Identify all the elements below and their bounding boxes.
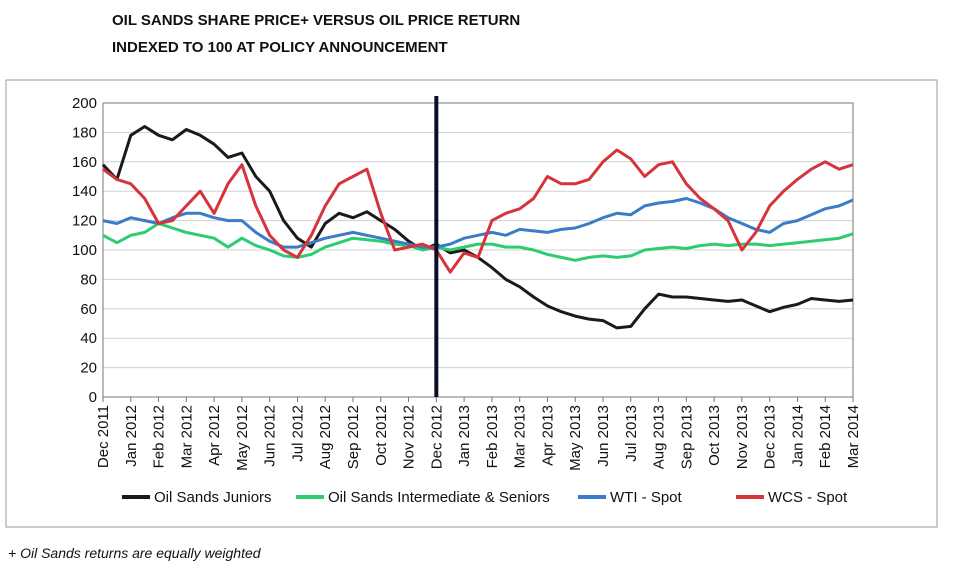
x-tick-label: Aug 2012 (317, 405, 334, 469)
x-tick-label: Dec 2012 (428, 405, 445, 469)
x-tick-label: Apr 2012 (206, 405, 223, 466)
x-tick-label: May 2012 (234, 405, 251, 471)
y-tick-label: 200 (72, 95, 97, 112)
plot-frame (102, 102, 854, 398)
x-tick-label: Jun 2013 (595, 405, 612, 467)
y-tick-label: 60 (80, 301, 97, 318)
x-tick-label: Nov 2012 (401, 405, 418, 469)
chart-title: OIL SANDS SHARE PRICE+ VERSUS OIL PRICE … (112, 12, 520, 29)
x-tick-label: Jul 2013 (623, 405, 640, 462)
chart-frame (5, 79, 938, 528)
x-tick-label: Nov 2013 (734, 405, 751, 469)
x-tick-label: Jan 2012 (123, 405, 140, 467)
x-tick-label: May 2013 (567, 405, 584, 471)
y-tick-label: 120 (72, 213, 97, 230)
x-tick-label: Jun 2012 (262, 405, 279, 467)
y-tick-label: 160 (72, 154, 97, 171)
x-tick-label: Jan 2013 (456, 405, 473, 467)
x-tick-label: Aug 2013 (651, 405, 668, 469)
series-line (102, 222, 854, 262)
y-tick-label: 80 (80, 271, 97, 288)
x-tick-label: Feb 2014 (817, 405, 834, 468)
x-tick-label: Jan 2014 (789, 405, 806, 467)
x-tick-label: Feb 2013 (484, 405, 501, 468)
x-tick-label: Jul 2012 (289, 405, 306, 462)
x-tick-label: Mar 2013 (512, 405, 529, 468)
series-line (101, 125, 854, 330)
legend-label: WTI - Spot (610, 489, 683, 506)
y-tick-label: 100 (72, 242, 97, 259)
x-tick-label: Sep 2012 (345, 405, 362, 469)
x-tick-label: Dec 2013 (762, 405, 779, 469)
y-tick-label: 20 (80, 360, 97, 377)
legend-label: Oil Sands Juniors (154, 489, 272, 506)
y-tick-label: 180 (72, 124, 97, 141)
y-tick-label: 140 (72, 183, 97, 200)
legend-label: Oil Sands Intermediate & Seniors (328, 489, 550, 506)
chart-subtitle: INDEXED TO 100 AT POLICY ANNOUNCEMENT (112, 39, 448, 56)
y-tick-label: 40 (80, 330, 97, 347)
series-line (102, 148, 854, 274)
x-tick-label: Mar 2014 (845, 405, 862, 468)
x-tick-label: Apr 2013 (539, 405, 556, 466)
x-tick-label: Sep 2013 (678, 405, 695, 469)
footnote: + Oil Sands returns are equally weighted (8, 545, 262, 561)
x-tick-label: Dec 2011 (95, 405, 112, 468)
legend-label: WCS - Spot (768, 489, 848, 506)
x-tick-label: Oct 2012 (373, 405, 390, 466)
x-tick-label: Oct 2013 (706, 405, 723, 466)
x-tick-label: Mar 2012 (178, 405, 195, 468)
series-line (102, 197, 854, 249)
x-tick-label: Feb 2012 (151, 405, 168, 468)
y-tick-label: 0 (89, 389, 97, 406)
